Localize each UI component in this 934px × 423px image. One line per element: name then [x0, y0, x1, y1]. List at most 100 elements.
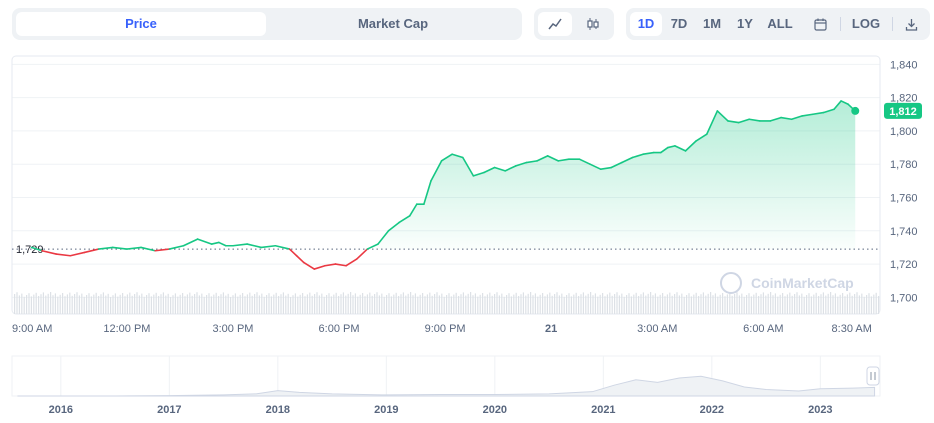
y-tick-label: 1,740 — [890, 226, 918, 238]
volume-bar — [302, 293, 304, 314]
volume-bar — [597, 296, 599, 314]
volume-bar — [774, 293, 776, 314]
volume-bar — [839, 294, 841, 314]
current-price-badge-bg — [884, 102, 922, 119]
navigator-handle[interactable] — [866, 366, 880, 386]
range-all-button[interactable]: ALL — [767, 16, 793, 31]
volume-bar — [424, 296, 426, 314]
volume-bar — [251, 295, 253, 314]
y-tick-label: 1,700 — [890, 292, 918, 304]
volume-bar — [62, 293, 64, 314]
volume-bar — [746, 295, 748, 314]
price-line-segment — [525, 160, 538, 164]
navigator-year-label: 2018 — [266, 404, 290, 416]
volume-bar — [616, 292, 618, 314]
navigator-handle-bg[interactable] — [866, 366, 880, 386]
price-line-segment — [631, 153, 644, 159]
volume-bar — [510, 296, 512, 314]
volume-bar — [21, 293, 23, 314]
volume-bar — [378, 295, 380, 314]
volume-bar — [122, 293, 124, 314]
volume-bar — [419, 294, 421, 314]
price-line-segment — [812, 111, 825, 116]
line-chart-button[interactable] — [538, 12, 572, 36]
volume-bar — [131, 295, 133, 314]
volume-bar — [539, 294, 541, 314]
y-tick-label: 1,720 — [890, 259, 918, 271]
volume-bar — [638, 296, 640, 314]
volume-bar — [398, 296, 400, 314]
volume-bar — [390, 296, 392, 314]
volume-bar — [806, 295, 808, 314]
download-button[interactable] — [898, 12, 924, 36]
volume-bar — [230, 297, 232, 314]
price-line-segment — [769, 116, 782, 122]
volume-bar — [83, 296, 85, 314]
volume-bar — [174, 293, 176, 314]
market-cap-tab[interactable]: Market Cap — [357, 16, 429, 31]
volume-bar — [386, 295, 388, 314]
x-tick-label: 8:30 AM — [832, 323, 872, 335]
price-tab[interactable]: Price — [16, 12, 266, 36]
volume-bar — [810, 296, 812, 314]
volume-bar — [290, 297, 292, 314]
volume-bar — [30, 296, 32, 314]
price-chart[interactable]: 1,729 1,840 1,820 1,800 1,780 1,760 1,740 1,72… — [0, 44, 934, 344]
candlestick-button[interactable] — [576, 12, 610, 36]
calendar-button[interactable] — [807, 12, 833, 36]
volume-bar — [542, 293, 544, 314]
range-1d-button[interactable]: 1D — [630, 12, 662, 36]
range-7d-button[interactable]: 7D — [670, 16, 688, 31]
volume-bar — [472, 295, 474, 314]
volume-bar — [275, 292, 277, 314]
current-price-dot[interactable] — [851, 106, 860, 115]
volume-bar — [256, 292, 258, 314]
volume-bar — [448, 293, 450, 314]
volume-bar — [318, 295, 320, 314]
volume-bar — [179, 294, 181, 314]
volume-bar — [494, 294, 496, 314]
volume-bar — [863, 296, 865, 314]
volume-bar — [834, 293, 836, 314]
volume-bar — [234, 293, 236, 314]
price-line-segment — [578, 158, 591, 165]
volume-bar — [818, 296, 820, 314]
volume-bar — [712, 295, 714, 314]
volume-bar — [210, 296, 212, 314]
price-line-segment — [168, 244, 185, 250]
volume-bar — [813, 294, 815, 314]
log-scale-button[interactable]: LOG — [851, 16, 881, 31]
volume-bar — [772, 295, 774, 314]
volume-bar — [314, 294, 316, 314]
volume-bar — [220, 294, 222, 314]
volume-bar — [854, 294, 856, 314]
price-line-segment — [472, 171, 485, 177]
volume-bar — [182, 293, 184, 314]
volume-bar — [14, 294, 16, 314]
volume-bar — [710, 292, 712, 314]
chart-type-group — [534, 8, 614, 40]
volume-bar — [124, 296, 126, 314]
volume-bar — [491, 295, 493, 314]
range-1y-button[interactable]: 1Y — [737, 16, 753, 31]
history-navigator[interactable]: 2016 2017 2018 2019 2020 2021 2022 2023 — [0, 352, 934, 423]
volume-bar — [239, 294, 241, 314]
volume-bar — [410, 292, 412, 314]
volume-bar — [112, 295, 114, 314]
volume-bar — [165, 295, 167, 314]
volume-bar — [520, 294, 522, 314]
volume-bar — [52, 295, 54, 314]
volume-bar — [515, 292, 517, 314]
volume-bar — [335, 292, 337, 314]
volume-bar — [405, 295, 407, 314]
volume-bar — [153, 294, 155, 314]
price-line-segment — [695, 133, 708, 142]
price-line-segment — [822, 108, 835, 114]
volume-bar — [330, 296, 332, 314]
volume-bar — [604, 296, 606, 314]
price-line-segment — [324, 263, 337, 267]
volume-bar — [537, 296, 539, 314]
volume-bar — [765, 295, 767, 314]
range-1m-button[interactable]: 1M — [702, 16, 722, 31]
y-tick-label: 1,760 — [890, 192, 918, 204]
